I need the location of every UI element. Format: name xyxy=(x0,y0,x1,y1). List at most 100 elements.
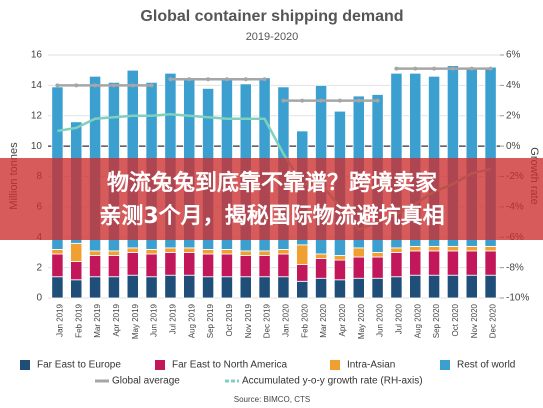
bar-segment xyxy=(371,252,384,258)
bar-segment xyxy=(107,276,120,299)
y2-tick-label: 2% xyxy=(506,110,521,121)
bar-segment xyxy=(333,259,346,281)
bar-segment xyxy=(202,248,215,255)
bar-segment xyxy=(107,250,120,256)
y-tick-label: 10 xyxy=(31,141,43,152)
x-tick-label: Sep 2020 xyxy=(432,303,441,338)
x-tick-label: Aug 2019 xyxy=(187,303,196,338)
bar-segment xyxy=(446,250,459,276)
bar-segment xyxy=(371,256,384,279)
x-tick-label: Aug 2020 xyxy=(413,303,422,338)
average-point xyxy=(55,83,60,88)
x-tick-label: May 2019 xyxy=(131,303,140,339)
average-point xyxy=(469,66,474,71)
x-tick-label: Jan 2019 xyxy=(56,303,65,336)
bar-segment xyxy=(126,247,139,253)
average-point xyxy=(206,77,211,82)
average-point xyxy=(243,77,248,82)
bar-segment xyxy=(239,255,252,278)
x-tick-label: Feb 2019 xyxy=(74,303,83,337)
x-tick-label: Oct 2019 xyxy=(225,303,234,336)
bar-segment xyxy=(296,280,309,299)
average-point xyxy=(356,98,361,103)
average-point xyxy=(224,77,229,82)
average-point xyxy=(413,66,418,71)
bar-segment xyxy=(89,250,102,256)
bar-segment xyxy=(352,247,365,258)
bar-segment xyxy=(277,248,290,255)
average-point xyxy=(281,98,286,103)
x-tick-label: Jun 2019 xyxy=(150,303,159,336)
legend-label: Accumulated y-o-y growth rate (RH-axis) xyxy=(242,376,423,387)
bar-segment xyxy=(89,276,102,299)
legend-label: Intra-Asian xyxy=(347,360,395,371)
chart-subtitle: 2019-2020 xyxy=(246,31,299,43)
bar-segment xyxy=(428,245,441,252)
bar-segment xyxy=(51,276,64,299)
bar-segment xyxy=(315,253,328,259)
bar-segment xyxy=(296,244,309,265)
x-tick-label: Feb 2020 xyxy=(300,303,309,337)
average-point xyxy=(187,77,192,82)
bar-segment xyxy=(164,247,177,253)
y-tick-label: 12 xyxy=(31,110,43,121)
legend-swatch xyxy=(330,360,340,370)
y2-tick-label: 6% xyxy=(506,50,521,61)
x-tick-label: Mar 2020 xyxy=(319,303,328,337)
x-tick-label: Jun 2020 xyxy=(376,303,385,336)
x-tick-label: Mar 2019 xyxy=(93,303,102,337)
bar-segment xyxy=(220,276,233,299)
bar-segment xyxy=(296,264,309,282)
y-tick-label: 2 xyxy=(36,262,42,273)
bar-segment xyxy=(164,274,177,299)
legend-swatch xyxy=(20,360,30,370)
legend-swatch xyxy=(440,360,450,370)
average-point xyxy=(111,83,116,88)
bar-segment xyxy=(333,279,346,299)
average-point xyxy=(432,66,437,71)
bar-segment xyxy=(145,253,158,278)
bar-segment xyxy=(352,277,365,299)
average-point xyxy=(375,98,380,103)
bar-segment xyxy=(315,277,328,299)
average-point xyxy=(488,66,493,71)
x-tick-label: Jan 2020 xyxy=(282,303,291,336)
average-point xyxy=(149,83,154,88)
bar-segment xyxy=(409,250,422,276)
bar-segment xyxy=(390,276,403,299)
bar-segment xyxy=(277,253,290,278)
x-tick-label: Apr 2019 xyxy=(112,303,121,336)
y2-tick-label: -8% xyxy=(506,262,524,273)
bar-segment xyxy=(70,279,83,299)
overlay-text: 亲测3个月，揭秘国际物流避坑真相 xyxy=(99,203,444,229)
x-tick-label: Nov 2020 xyxy=(470,303,479,338)
bar-segment xyxy=(446,245,459,252)
legend-swatch xyxy=(155,360,165,370)
bar-segment xyxy=(239,250,252,256)
average-point xyxy=(450,66,455,71)
bar-segment xyxy=(484,274,497,299)
bar-segment xyxy=(258,250,271,256)
bar-segment xyxy=(465,250,478,276)
bar-segment xyxy=(484,245,497,252)
bar-segment xyxy=(333,255,346,261)
bar-segment xyxy=(164,252,177,276)
average-point xyxy=(394,66,399,71)
bar-segment xyxy=(183,252,196,276)
overlay-banner xyxy=(0,158,543,240)
bar-segment xyxy=(352,256,365,279)
x-tick-label: Jul 2019 xyxy=(169,303,178,334)
bar-segment xyxy=(51,248,64,255)
bar-segment xyxy=(428,274,441,299)
bar-segment xyxy=(465,245,478,252)
bar-segment xyxy=(126,274,139,299)
overlay-text: 物流兔兔到底靠不靠谱？跨境卖家 xyxy=(107,170,438,196)
source: Source: BIMCO, CTS xyxy=(234,395,310,404)
bar-segment xyxy=(239,276,252,299)
average-point xyxy=(300,98,305,103)
x-tick-label: May 2020 xyxy=(357,303,366,339)
bar-segment xyxy=(428,250,441,276)
y2-tick-label: 4% xyxy=(506,80,521,91)
